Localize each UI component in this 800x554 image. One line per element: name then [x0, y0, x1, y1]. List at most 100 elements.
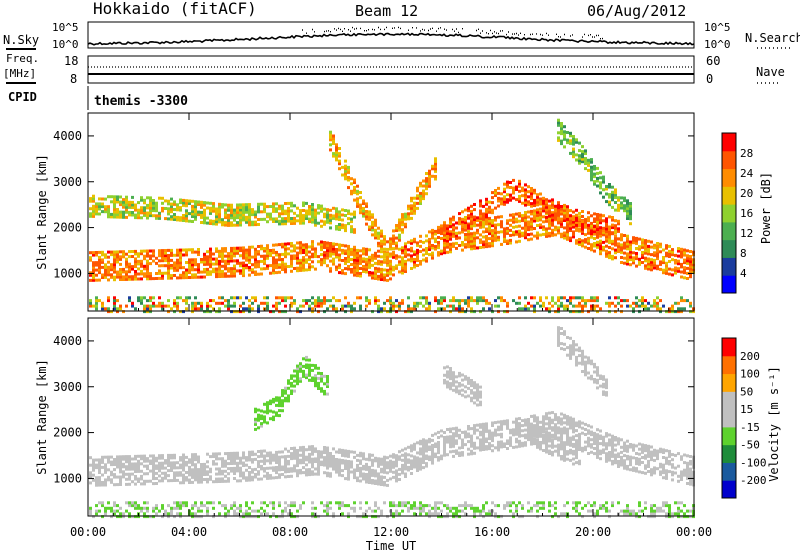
heatmap-cell: [173, 218, 176, 221]
heatmap-cell: [119, 515, 122, 519]
heatmap-cell: [578, 217, 581, 221]
heatmap-cell: [605, 187, 608, 191]
heatmap-cell: [557, 123, 560, 127]
heatmap-cell: [266, 411, 269, 415]
heatmap-cell: [635, 252, 638, 255]
heatmap-cell: [284, 217, 287, 221]
heatmap-cell: [266, 296, 269, 300]
heatmap-cell: [644, 239, 647, 243]
heatmap-cell: [329, 304, 332, 308]
heatmap-cell: [236, 261, 239, 265]
heatmap-cell: [467, 299, 470, 303]
heatmap-cell: [500, 242, 503, 246]
heatmap-cell: [200, 515, 203, 519]
heatmap-cell: [452, 234, 455, 238]
heatmap-cell: [455, 231, 458, 235]
heatmap-cell: [440, 454, 443, 458]
heatmap-cell: [263, 267, 266, 271]
heatmap-cell: [236, 296, 239, 300]
heatmap-cell: [131, 515, 134, 519]
heatmap-cell: [422, 506, 425, 510]
heatmap-cell: [308, 245, 311, 249]
heatmap-cell: [452, 388, 455, 392]
heatmap-cell: [530, 189, 533, 193]
heatmap-cell: [452, 449, 455, 453]
heatmap-cell: [164, 461, 167, 465]
heatmap-cell: [389, 467, 392, 471]
heatmap-cell: [191, 250, 194, 254]
heatmap-cell: [230, 221, 233, 225]
heatmap-cell: [617, 222, 620, 226]
heatmap-cell: [392, 504, 395, 508]
heatmap-cell: [188, 260, 191, 264]
heatmap-cell: [200, 301, 203, 305]
heatmap-cell: [434, 310, 437, 314]
heatmap-cell: [245, 501, 248, 505]
heatmap-cell: [104, 307, 107, 311]
heatmap-cell: [326, 392, 329, 396]
heatmap-cell: [236, 203, 239, 207]
heatmap-cell: [506, 180, 509, 184]
heatmap-cell: [563, 135, 566, 139]
heatmap-cell: [467, 440, 470, 444]
heatmap-cell: [179, 473, 182, 477]
heatmap-cell: [323, 504, 326, 508]
heatmap-cell: [446, 243, 449, 247]
heatmap-cell: [149, 257, 152, 260]
heatmap-cell: [95, 251, 98, 254]
heatmap-cell: [353, 301, 356, 305]
heatmap-cell: [218, 254, 221, 258]
heatmap-cell: [338, 245, 341, 249]
heatmap-cell: [194, 210, 197, 214]
heatmap-cell: [287, 475, 290, 478]
heatmap-cell: [380, 247, 383, 251]
heatmap-cell: [482, 440, 485, 444]
heatmap-cell: [605, 237, 608, 241]
heatmap-cell: [191, 263, 194, 267]
heatmap-cell: [401, 504, 404, 508]
heatmap-cell: [458, 433, 461, 437]
heatmap-cell: [284, 391, 287, 395]
heatmap-cell: [275, 301, 278, 305]
heatmap-cell: [317, 304, 320, 308]
heatmap-cell: [362, 457, 365, 461]
heatmap-cell: [233, 477, 236, 480]
heatmap-cell: [227, 452, 230, 455]
heatmap-cell: [284, 209, 287, 213]
heatmap-cell: [479, 393, 482, 397]
heatmap-cell: [347, 247, 350, 251]
heatmap-cell: [308, 263, 311, 267]
heatmap-cell: [155, 512, 158, 516]
heatmap-cell: [617, 250, 620, 253]
heatmap-cell: [359, 459, 362, 463]
heatmap-cell: [167, 453, 170, 457]
heatmap-cell: [110, 470, 113, 474]
heatmap-cell: [461, 227, 464, 231]
heatmap-cell: [401, 220, 404, 224]
heatmap-cell: [326, 377, 329, 381]
heatmap-cell: [653, 253, 656, 257]
heatmap-cell: [299, 209, 302, 213]
heatmap-cell: [536, 200, 539, 204]
heatmap-cell: [155, 459, 158, 463]
heatmap-cell: [110, 473, 113, 477]
heatmap-cell: [626, 254, 629, 258]
heatmap-cell: [347, 452, 350, 456]
heatmap-cell: [242, 471, 245, 475]
heatmap-cell: [287, 512, 290, 516]
heatmap-cell: [344, 209, 347, 212]
heatmap-cell: [350, 263, 353, 266]
heatmap-cell: [464, 430, 467, 434]
heatmap-cell: [269, 402, 272, 406]
heatmap-cell: [419, 239, 422, 243]
heatmap-cell: [158, 196, 161, 200]
heatmap-cell: [128, 205, 131, 209]
heatmap-cell: [191, 307, 194, 311]
heatmap-cell: [263, 247, 266, 250]
heatmap-cell: [530, 296, 533, 300]
heatmap-cell: [293, 204, 296, 208]
heatmap-cell: [536, 234, 539, 237]
heatmap-cell: [161, 256, 164, 260]
heatmap-cell: [365, 480, 368, 484]
heatmap-cell: [437, 299, 440, 303]
